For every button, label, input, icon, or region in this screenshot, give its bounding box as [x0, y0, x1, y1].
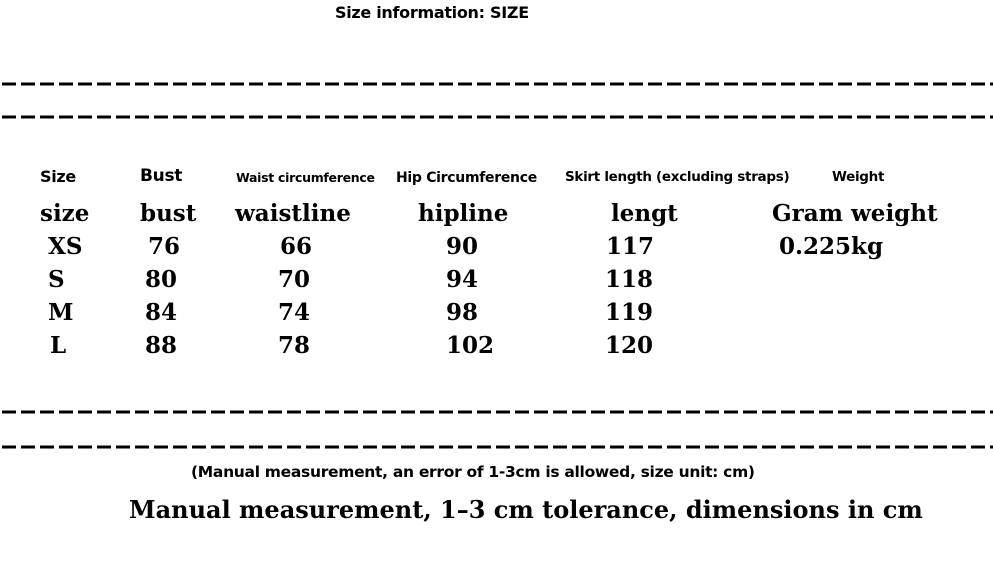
dashed-lines [2, 82, 993, 449]
table-cell: 94 [446, 266, 479, 293]
column-header: Hip Circumference [396, 170, 537, 186]
column-subheader: Gram weight [772, 200, 938, 227]
table-cell: 84 [145, 299, 178, 326]
table-cell: 66 [280, 233, 313, 260]
column-subheader: waistline [235, 200, 351, 227]
table-cell: 74 [278, 299, 311, 326]
table-cell: 120 [605, 332, 654, 359]
column-header: Skirt length (excluding straps) [565, 169, 790, 185]
size-label: M [48, 299, 74, 326]
table-cell: 90 [446, 233, 479, 260]
table-cell: 118 [605, 266, 654, 293]
table-cell: 80 [145, 266, 178, 293]
footer-note: (Manual measurement, an error of 1-3cm i… [191, 463, 755, 481]
table-cell: 98 [446, 299, 479, 326]
size-label: S [48, 266, 65, 293]
table-cell: 70 [278, 266, 311, 293]
column-header: Size [40, 167, 76, 186]
table-cell: 102 [446, 332, 495, 359]
column-subheader: hipline [418, 200, 509, 227]
table-cell: 117 [606, 233, 655, 260]
column-subheader: lengt [611, 200, 678, 227]
size-label: XS [48, 233, 83, 260]
page-title: Size information: SIZE [335, 3, 529, 22]
table-cell: 0.225kg [779, 233, 884, 260]
table-cell: 78 [278, 332, 311, 359]
table-cell: 88 [145, 332, 178, 359]
column-header: Waist circumference [236, 170, 375, 185]
footer-caption: Manual measurement, 1–3 cm tolerance, di… [129, 495, 923, 524]
column-subheader: bust [140, 200, 197, 227]
table-cell: 76 [148, 233, 181, 260]
column-header: Bust [140, 166, 183, 186]
table-cell: 119 [605, 299, 654, 326]
size-label: L [50, 332, 67, 359]
column-subheader: size [40, 200, 90, 227]
column-header: Weight [832, 169, 885, 185]
